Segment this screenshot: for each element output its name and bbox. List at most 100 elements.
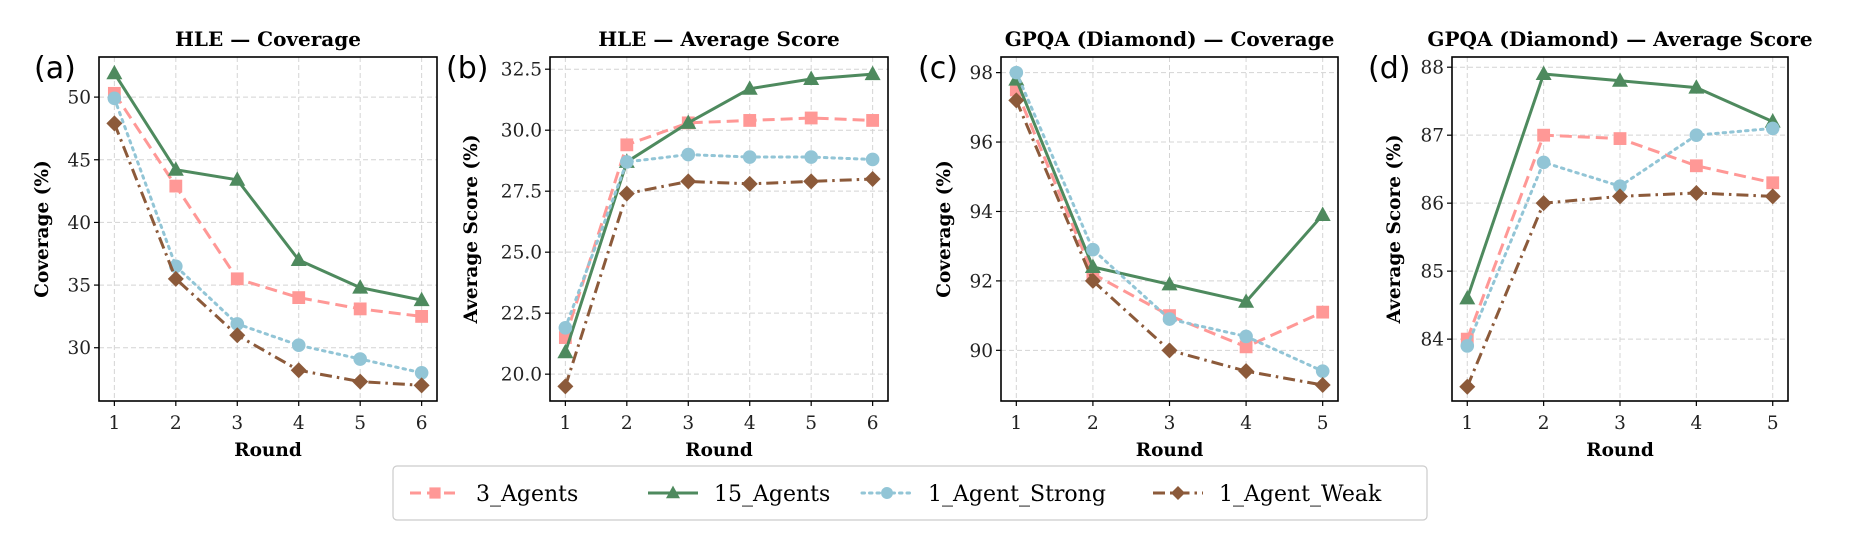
y-axis-label: Average Score (%) xyxy=(1384,134,1405,324)
data-point xyxy=(1314,206,1331,221)
x-tick-label: 1 xyxy=(559,413,571,434)
data-point xyxy=(1688,79,1705,94)
y-tick-label: 90 xyxy=(969,341,993,362)
data-point xyxy=(290,362,307,379)
series-1-agent-strong xyxy=(1460,121,1780,353)
x-axis-label: Round xyxy=(1586,440,1654,461)
data-point xyxy=(680,114,697,129)
x-tick-label: 6 xyxy=(867,413,879,434)
chart-title: HLE — Coverage xyxy=(175,27,361,51)
data-point xyxy=(1316,305,1330,319)
x-tick-label: 2 xyxy=(621,413,633,434)
data-point xyxy=(557,378,574,395)
plot-area xyxy=(99,57,437,401)
legend-marker-triangle-icon xyxy=(666,485,680,499)
legend-marker-diamond-icon xyxy=(1171,486,1185,500)
y-tick-label: 88 xyxy=(1420,58,1444,79)
data-point xyxy=(353,352,367,366)
data-point xyxy=(1537,128,1551,142)
x-tick-label: 4 xyxy=(744,413,756,434)
data-point xyxy=(620,138,634,152)
legend-label: 15_Agents xyxy=(714,482,830,507)
data-point xyxy=(1162,312,1177,326)
x-tick-label: 5 xyxy=(1767,413,1779,434)
data-point xyxy=(106,64,123,80)
data-point xyxy=(1314,377,1331,394)
legend-label: 1_Agent_Weak xyxy=(1219,482,1382,507)
y-tick-label: 50 xyxy=(67,88,91,109)
y-tick-label: 30 xyxy=(67,338,91,359)
y-axis-label: Coverage (%) xyxy=(32,160,53,298)
chart-title: GPQA (Diamond) — Coverage xyxy=(1005,27,1335,51)
legend: 3_Agents 15_Agents 1_Agent_Strong 1_Agent_W… xyxy=(392,465,1428,521)
x-tick-label: 1 xyxy=(1010,413,1022,434)
chart-title: HLE — Average Score xyxy=(598,27,840,51)
data-point xyxy=(865,152,880,167)
x-tick-label: 4 xyxy=(1240,413,1252,434)
data-point xyxy=(1765,121,1780,136)
data-point xyxy=(1689,128,1704,142)
data-point xyxy=(866,114,880,127)
x-tick-label: 3 xyxy=(1614,413,1626,434)
series-15-agents xyxy=(106,64,430,307)
data-point xyxy=(1238,293,1255,308)
data-point xyxy=(1084,272,1101,289)
series-line xyxy=(1014,89,1324,349)
data-point xyxy=(1613,179,1627,193)
y-tick-label: 45 xyxy=(67,150,91,171)
y-tick-label: 40 xyxy=(67,213,91,234)
data-point xyxy=(1535,65,1552,80)
data-point xyxy=(618,185,635,202)
panel-label: (c) xyxy=(918,51,958,86)
panel-label: (d) xyxy=(1368,51,1410,86)
x-tick-label: 2 xyxy=(1087,413,1099,434)
data-point xyxy=(804,111,818,125)
series-line xyxy=(563,153,875,330)
data-point xyxy=(353,302,367,316)
data-point xyxy=(415,310,429,323)
series-line xyxy=(113,72,422,302)
axes-frame xyxy=(98,56,438,402)
data-point xyxy=(413,377,430,394)
data-point xyxy=(352,279,369,294)
series-1-agent-strong xyxy=(1009,65,1330,378)
x-tick-label: 3 xyxy=(682,413,694,434)
data-point xyxy=(414,366,429,380)
data-point xyxy=(803,173,820,190)
data-point xyxy=(229,171,246,186)
data-point xyxy=(1612,72,1628,87)
series-1-agent-weak xyxy=(1459,184,1781,395)
series-line xyxy=(112,96,424,375)
x-tick-label: 4 xyxy=(1690,413,1702,434)
data-point xyxy=(742,150,757,164)
x-tick-label: 5 xyxy=(354,413,366,434)
chart-title: GPQA (Diamond) — Average Score xyxy=(1427,27,1812,51)
data-point xyxy=(557,343,574,359)
data-point xyxy=(292,291,306,305)
data-point xyxy=(1612,188,1628,205)
panel-d: 1 2 3 4 5 84 85 86 87 88 Round Average Score (%) GPQ… xyxy=(1368,27,1813,461)
data-point xyxy=(741,175,758,192)
data-point xyxy=(1239,340,1253,354)
y-axis-label: Coverage (%) xyxy=(934,160,955,298)
y-axis-label: Average Score (%) xyxy=(461,134,482,324)
data-point xyxy=(1766,176,1780,190)
panel-b: 1 2 3 4 5 6 20.0 22.5 25.0 27.5 30.0 32.5 Round Avera… xyxy=(446,27,889,461)
y-tick-label: 25.0 xyxy=(501,243,542,264)
series-line xyxy=(112,122,422,387)
y-tick-label: 35 xyxy=(67,276,91,297)
data-point xyxy=(620,155,634,169)
data-point xyxy=(1009,65,1024,80)
y-tick-label: 92 xyxy=(969,271,993,292)
y-tick-label: 85 xyxy=(1420,262,1444,283)
legend-entry-15-agents: 15_Agents xyxy=(648,482,830,507)
legend-label: 3_Agents xyxy=(476,482,578,507)
series-line xyxy=(563,116,873,339)
y-tick-label: 32.5 xyxy=(501,60,542,81)
x-axis-label: Round xyxy=(234,440,302,461)
data-point xyxy=(169,179,183,193)
panel-label: (a) xyxy=(34,51,76,86)
legend-entries: 3_Agents 15_Agents 1_Agent_Strong 1_Agent_W… xyxy=(410,482,1382,507)
